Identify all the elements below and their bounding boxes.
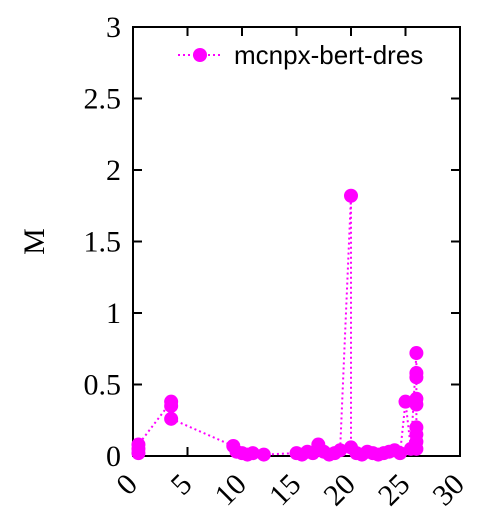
data-point bbox=[398, 394, 413, 409]
data-point bbox=[344, 188, 358, 203]
legend-marker bbox=[193, 48, 207, 62]
data-point bbox=[393, 446, 408, 461]
y-tick-label: 1.5 bbox=[84, 226, 122, 259]
y-axis-label: M bbox=[18, 228, 51, 255]
data-point bbox=[333, 443, 348, 458]
x-tick-label: 15 bbox=[263, 468, 308, 513]
y-tick-label: 2 bbox=[106, 154, 121, 187]
data-point bbox=[409, 397, 424, 412]
y-tick-label: 2.5 bbox=[84, 83, 122, 116]
data-point bbox=[409, 441, 424, 456]
data-point bbox=[164, 398, 179, 413]
series-line bbox=[137, 195, 418, 456]
data-point bbox=[131, 437, 146, 452]
data-point bbox=[245, 446, 260, 461]
y-tick-label: 1 bbox=[106, 297, 121, 330]
y-tick-label: 0.5 bbox=[84, 369, 122, 402]
y-tick-label: 0 bbox=[106, 440, 121, 473]
x-tick-label: 5 bbox=[165, 468, 199, 502]
x-tick-label: 0 bbox=[110, 468, 144, 502]
x-tick-label: 30 bbox=[426, 468, 471, 513]
data-point bbox=[256, 447, 271, 462]
x-tick-label: 10 bbox=[208, 468, 253, 513]
legend-label: mcnpx-bert-dres bbox=[234, 40, 423, 70]
data-point bbox=[409, 370, 424, 385]
y-tick-label: 3 bbox=[106, 11, 121, 44]
data-point bbox=[164, 411, 179, 426]
x-tick-label: 20 bbox=[317, 468, 362, 513]
plot-frame bbox=[132, 26, 461, 457]
x-tick-label: 25 bbox=[372, 468, 417, 513]
data-point bbox=[409, 346, 424, 361]
